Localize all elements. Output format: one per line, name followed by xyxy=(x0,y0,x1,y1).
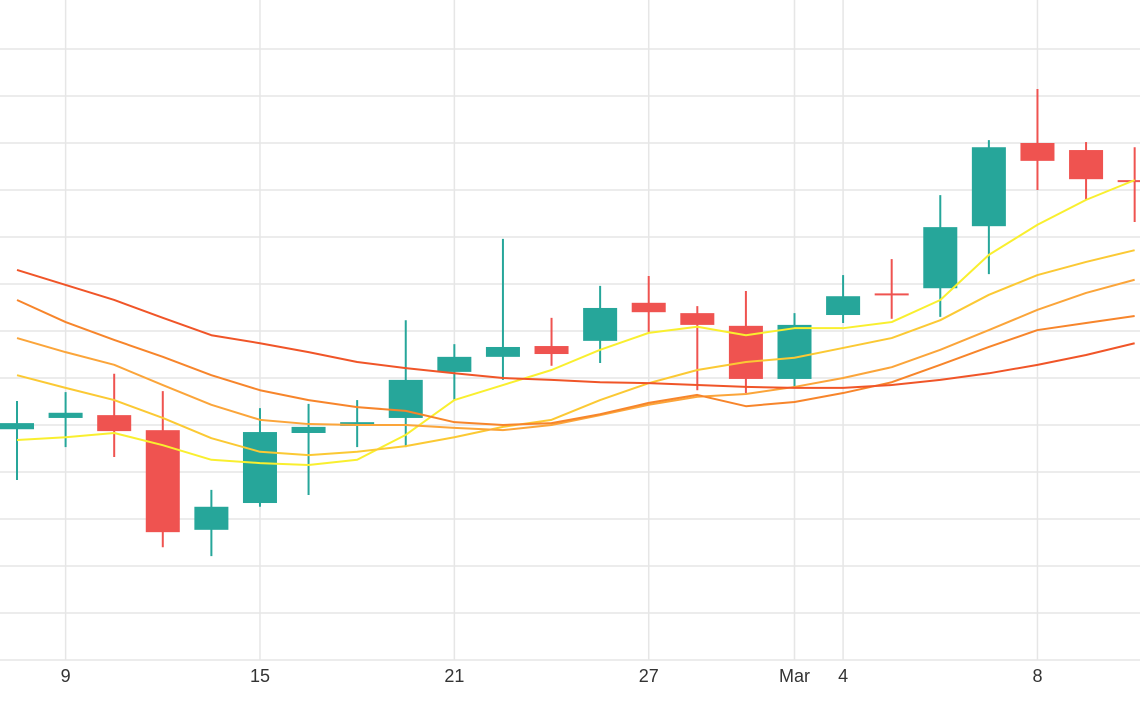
moving-average-line xyxy=(16,249,1135,457)
candle-body xyxy=(485,346,520,357)
candle-body xyxy=(97,415,132,432)
x-tick-label: 8 xyxy=(1032,666,1042,686)
candle-body xyxy=(194,506,229,530)
x-tick-label: 15 xyxy=(250,666,270,686)
candle-body xyxy=(826,296,861,316)
candle-body xyxy=(534,346,569,355)
candle-body xyxy=(874,293,909,296)
candle-body xyxy=(680,313,715,325)
x-tick-label: Mar xyxy=(779,666,810,686)
candle-body xyxy=(388,379,423,418)
candle-body xyxy=(0,423,35,430)
candle-body xyxy=(971,147,1006,227)
candle-body xyxy=(923,227,958,289)
candle-body xyxy=(1117,180,1140,183)
x-tick-label: 9 xyxy=(61,666,71,686)
candle-body xyxy=(777,324,812,379)
candle-body xyxy=(291,426,326,433)
candle-body xyxy=(1020,143,1055,161)
candle-body xyxy=(437,356,472,372)
moving-average-line xyxy=(16,268,1135,389)
x-tick-label: 21 xyxy=(444,666,464,686)
x-tick-label: 4 xyxy=(838,666,848,686)
candle-body xyxy=(583,307,618,341)
moving-average-line xyxy=(16,278,1135,432)
candle-body xyxy=(242,432,277,504)
moving-average-line xyxy=(16,299,1135,426)
moving-average-line xyxy=(16,179,1136,466)
candle-body xyxy=(1069,150,1104,180)
x-tick-label: 27 xyxy=(639,666,659,686)
candle-body xyxy=(631,302,666,313)
candle-body xyxy=(145,430,180,533)
candle-body xyxy=(48,412,83,418)
